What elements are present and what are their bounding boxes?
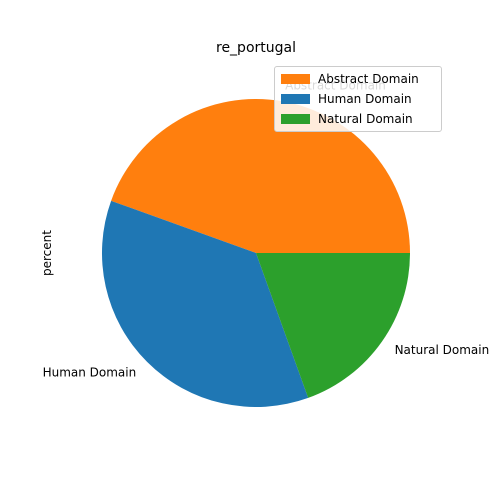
- legend-label: Abstract Domain: [318, 72, 419, 86]
- pie-slice-natural-domain: [256, 253, 410, 398]
- legend-item: Abstract Domain: [281, 69, 435, 89]
- legend-swatch: [281, 94, 310, 104]
- pie-slices: [101, 98, 410, 408]
- y-axis-label: percent: [40, 230, 54, 276]
- legend-item: Human Domain: [281, 89, 435, 109]
- slice-label: Human Domain: [43, 365, 137, 379]
- legend-swatch: [281, 74, 310, 84]
- legend-label: Natural Domain: [318, 112, 413, 126]
- legend-item: Natural Domain: [281, 109, 435, 129]
- legend-swatch: [281, 114, 310, 124]
- legend-label: Human Domain: [318, 92, 412, 106]
- pie-slice-abstract-domain: [111, 98, 410, 253]
- slice-label: Natural Domain: [395, 343, 490, 357]
- chart-title: re_portugal: [216, 40, 296, 56]
- legend: Abstract Domain Human Domain Natural Dom…: [274, 66, 442, 132]
- pie-slice-human-domain: [101, 200, 309, 408]
